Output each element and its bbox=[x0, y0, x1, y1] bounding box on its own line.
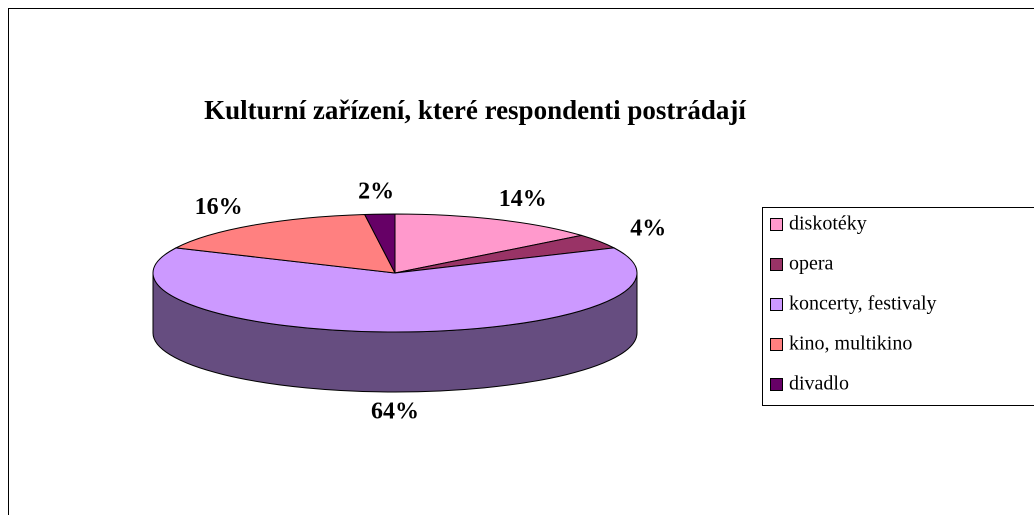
legend-label: kino, multikino bbox=[789, 333, 912, 355]
legend-swatch bbox=[770, 338, 783, 351]
legend-swatch bbox=[770, 218, 783, 231]
data-label: 2% bbox=[358, 179, 394, 205]
legend-label: opera bbox=[789, 253, 834, 275]
data-label: 16% bbox=[195, 194, 243, 220]
chart-title: Kulturní zařízení, které respondenti pos… bbox=[204, 95, 746, 125]
pie-slice bbox=[363, 213, 396, 274]
pie-slice bbox=[152, 247, 638, 333]
data-label: 14% bbox=[499, 186, 547, 212]
legend-swatch bbox=[770, 378, 783, 391]
pie-slice bbox=[394, 213, 582, 274]
legend-swatch bbox=[770, 258, 783, 271]
legend-label: koncerty, festivaly bbox=[789, 293, 937, 315]
legend-label: divadlo bbox=[789, 373, 849, 395]
legend-label: diskotéky bbox=[789, 213, 867, 235]
legend-box bbox=[762, 207, 1034, 406]
data-label: 64% bbox=[371, 399, 419, 425]
data-label: 4% bbox=[630, 216, 666, 242]
pie-slice bbox=[174, 213, 396, 274]
legend-swatch bbox=[770, 298, 783, 311]
